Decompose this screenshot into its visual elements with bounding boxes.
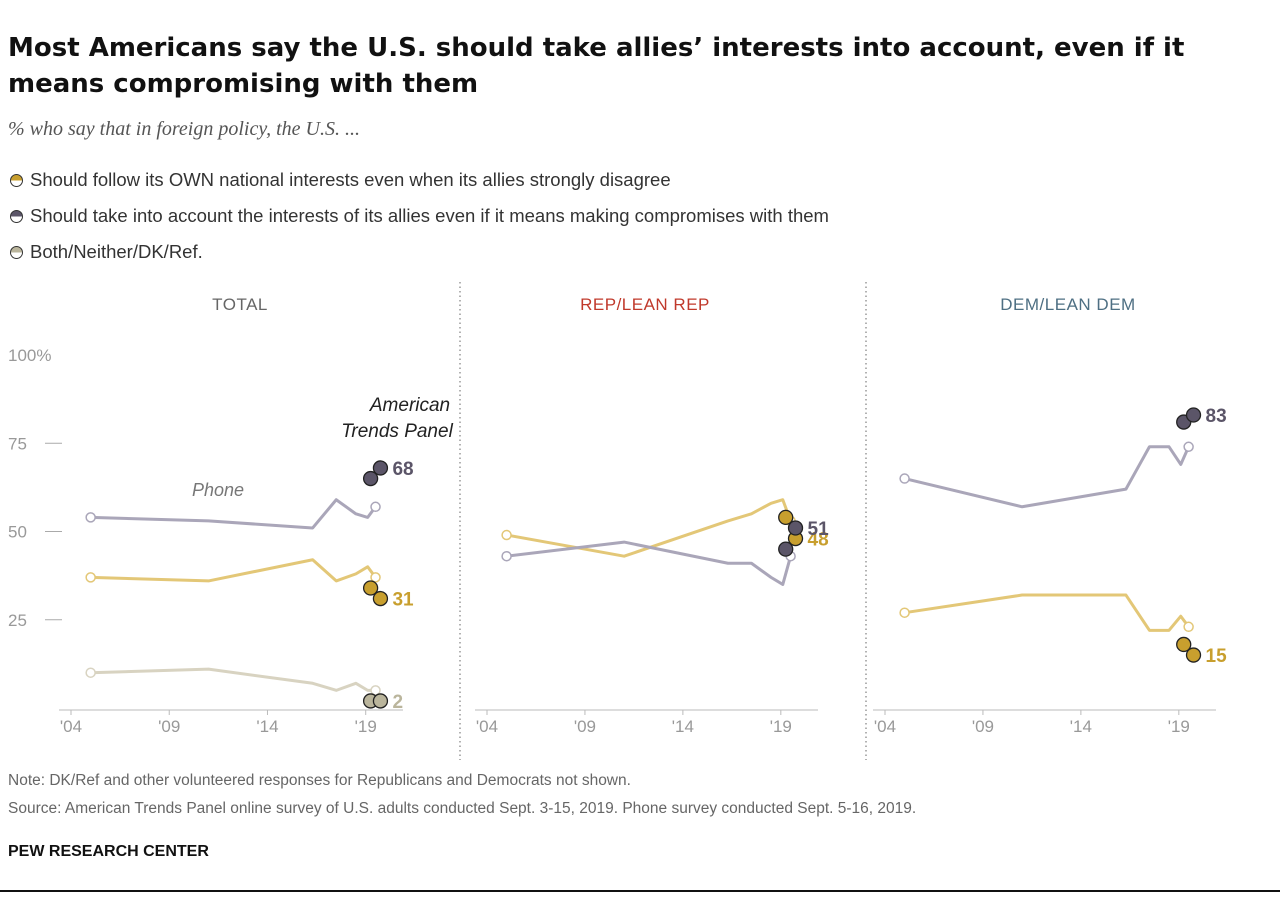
data-label-own-3: 15 [1206, 646, 1228, 667]
chart-title: Most Americans say the U.S. should take … [8, 33, 1185, 99]
panel-title-1: TOTAL [212, 295, 268, 314]
x-tick-label-1-3: '19 [355, 717, 377, 736]
chart-subtitle: % who say that in foreign policy, the U.… [8, 118, 361, 140]
x-tick-label-2-0: '04 [476, 717, 498, 736]
atp-point-allies-1-1 [372, 460, 389, 476]
x-tick-label-1-1: '09 [158, 717, 180, 736]
x-tick-label-3-2: '14 [1070, 717, 1092, 736]
x-tick-label-1-2: '14 [256, 717, 278, 736]
x-tick-label-3-0: '04 [874, 717, 896, 736]
atp-point-both-1-1 [372, 693, 389, 709]
panel-title-3: DEM/LEAN DEM [1000, 295, 1135, 314]
x-tick-label-2-3: '19 [770, 717, 792, 736]
phone-endpoint-allies-3-1 [1183, 441, 1194, 453]
line-own-1 [90, 558, 377, 583]
annotation-atp-line1: American [369, 395, 450, 416]
legend-label-own: Should follow its OWN national interests… [30, 169, 671, 190]
legend-swatch-allies [10, 209, 23, 223]
line-chart: 100% 75 50 25 TOTAL '04 '09 '14 '19 31 68 2 Phone Ame… [8, 282, 1228, 760]
bottom-rule [0, 890, 1280, 892]
chart-source: Source: American Trends Panel online sur… [8, 800, 917, 817]
atp-point-allies-3-1 [1185, 407, 1202, 423]
line-own-2 [506, 498, 793, 558]
line-both-1 [90, 667, 376, 692]
y-tick-label-25: 25 [8, 611, 27, 630]
panel-title-2: REP/LEAN REP [580, 295, 710, 314]
x-tick-label-3-1: '09 [972, 717, 994, 736]
x-tick-label-3-3: '19 [1168, 717, 1190, 736]
line-allies-3 [904, 445, 1190, 509]
atp-point-allies-2-1 [787, 520, 804, 536]
atp-point-own-2-0 [778, 509, 794, 526]
atp-point-own-3-1 [1185, 647, 1202, 663]
y-tick-label-75: 75 [8, 434, 27, 453]
x-tick-label-1-0: '04 [60, 717, 82, 736]
phone-endpoint-own-3-0 [899, 607, 910, 618]
y-tick-label-50: 50 [8, 523, 27, 542]
atp-point-own-3-0 [1176, 636, 1192, 653]
legend: Should follow its OWN national interests… [10, 162, 829, 270]
atp-point-own-1-1 [372, 590, 389, 607]
y-tick-label-100: 100% [8, 346, 51, 365]
phone-endpoint-own-1-0 [85, 572, 96, 583]
line-allies-2 [506, 540, 793, 586]
data-label-allies-1: 68 [392, 459, 413, 480]
phone-endpoint-both-1-1 [370, 685, 381, 696]
legend-swatch-both [10, 245, 23, 259]
legend-label-allies: Should take into account the interests o… [30, 205, 829, 226]
phone-endpoint-own-1-1 [370, 572, 381, 583]
atp-point-own-1-0 [362, 580, 379, 596]
phone-endpoint-allies-1-0 [85, 512, 96, 523]
annotation-phone: Phone [192, 480, 244, 500]
data-label-own-2: 48 [808, 530, 829, 551]
data-label-both-1: 2 [392, 692, 403, 713]
chart-note: Note: DK/Ref and other volunteered respo… [8, 772, 631, 789]
phone-endpoint-both-1-0 [85, 667, 96, 678]
data-label-allies-3: 83 [1206, 406, 1227, 427]
brand-label: PEW RESEARCH CENTER [8, 843, 209, 860]
legend-item-allies: Should take into account the interests o… [10, 198, 829, 234]
data-label-own-1: 31 [392, 590, 414, 611]
legend-item-both: Both/Neither/DK/Ref. [10, 234, 829, 270]
annotation-atp-line2: Trends Panel [341, 421, 453, 442]
atp-point-allies-2-0 [778, 541, 794, 557]
data-label-allies-2: 51 [808, 519, 830, 540]
phone-endpoint-allies-3-0 [899, 473, 910, 484]
legend-item-own: Should follow its OWN national interests… [10, 162, 829, 198]
line-allies-1 [90, 498, 377, 530]
legend-swatch-own [10, 173, 23, 187]
atp-point-allies-1-0 [362, 470, 379, 487]
phone-endpoint-own-3-1 [1183, 621, 1194, 633]
line-own-3 [904, 593, 1190, 632]
x-tick-label-2-2: '14 [672, 717, 694, 736]
phone-endpoint-allies-2-0 [501, 550, 512, 562]
phone-endpoint-allies-1-1 [370, 501, 381, 513]
legend-label-both: Both/Neither/DK/Ref. [30, 241, 203, 262]
x-tick-label-2-1: '09 [574, 717, 596, 736]
phone-endpoint-own-2-0 [501, 529, 512, 541]
